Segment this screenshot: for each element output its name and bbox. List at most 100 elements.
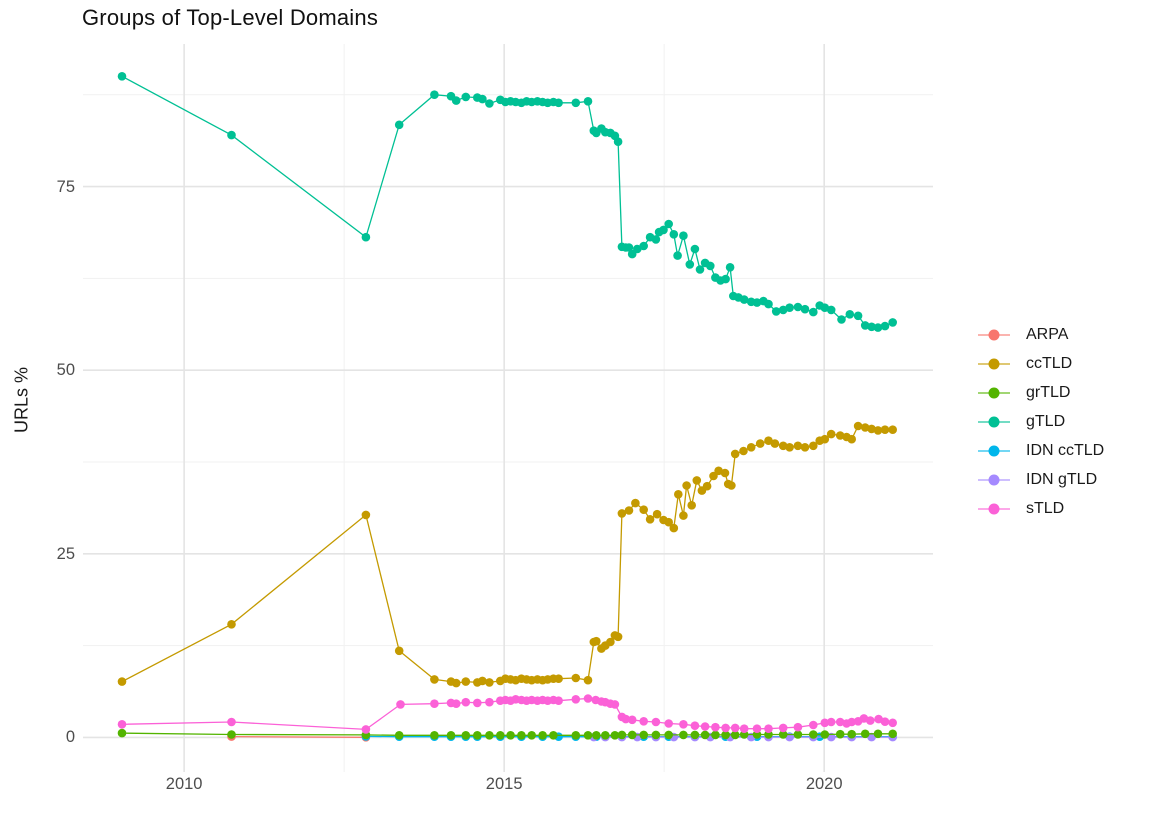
y-tick-label: 50	[56, 361, 75, 380]
data-point	[394, 731, 404, 740]
data-point	[867, 322, 876, 332]
data-point	[800, 304, 810, 314]
data-point	[624, 506, 634, 515]
data-point	[583, 97, 593, 106]
data-point	[721, 274, 730, 284]
data-point	[613, 632, 623, 642]
data-point	[610, 731, 620, 740]
data-point	[674, 490, 683, 499]
data-point	[687, 501, 696, 510]
data-point	[679, 720, 688, 729]
data-point	[624, 243, 634, 252]
data-point	[739, 446, 748, 456]
data-point	[451, 699, 461, 708]
data-point	[700, 730, 710, 740]
data-point	[227, 717, 236, 727]
legend-item-cctld: ccTLD	[978, 349, 1104, 378]
data-point	[583, 731, 593, 740]
legend-item-grtld: grTLD	[978, 378, 1104, 407]
data-point	[227, 620, 236, 629]
data-point	[639, 717, 648, 726]
data-point	[461, 697, 471, 707]
legend-label: ARPA	[1026, 325, 1069, 343]
y-tick-label: 75	[56, 177, 75, 196]
data-point	[651, 235, 661, 244]
data-point	[473, 731, 482, 740]
data-point	[538, 731, 547, 740]
legend-label: IDN gTLD	[1026, 470, 1098, 488]
series-stld	[117, 694, 897, 734]
legend-item-idn-cctld: IDN ccTLD	[978, 436, 1104, 465]
data-point	[888, 718, 897, 728]
data-point	[592, 636, 601, 646]
data-point	[880, 321, 890, 331]
data-point	[117, 728, 127, 738]
data-point	[690, 721, 700, 730]
data-point	[496, 731, 505, 740]
series-line-gtld	[121, 75, 893, 329]
data-point	[461, 731, 471, 740]
data-point	[227, 130, 236, 140]
data-point	[592, 731, 601, 740]
legend-swatch-icon	[978, 415, 1010, 429]
data-point	[227, 730, 236, 739]
data-point	[651, 730, 661, 740]
data-point	[485, 697, 494, 707]
y-tick-label: 0	[65, 728, 75, 747]
data-point	[617, 509, 627, 518]
x-tick-label: 2015	[485, 775, 523, 793]
data-point	[873, 426, 883, 435]
series-line-arpa	[231, 735, 366, 738]
legend-label: IDN ccTLD	[1026, 441, 1105, 459]
data-point	[685, 260, 695, 269]
legend-swatch-icon	[978, 328, 1010, 342]
data-point	[826, 305, 836, 315]
data-point	[664, 719, 673, 728]
data-point	[631, 498, 640, 508]
data-point	[117, 720, 127, 729]
data-point	[826, 717, 836, 727]
data-point	[752, 724, 762, 733]
data-point	[809, 307, 818, 317]
data-point	[888, 729, 897, 739]
x-tick-label: 2010	[165, 775, 203, 793]
data-point	[706, 261, 715, 271]
data-point	[664, 219, 673, 229]
data-point	[867, 732, 876, 742]
data-point	[613, 137, 623, 146]
data-point	[361, 725, 371, 734]
data-point	[785, 443, 794, 452]
data-point	[711, 722, 720, 732]
data-point	[711, 730, 720, 740]
data-point	[800, 443, 810, 452]
data-point	[639, 241, 648, 251]
data-point	[702, 481, 712, 491]
data-point	[866, 716, 875, 725]
data-point	[720, 468, 730, 478]
data-point	[478, 94, 487, 104]
data-point	[645, 515, 655, 524]
data-point	[651, 717, 661, 727]
data-point	[583, 675, 593, 685]
data-point	[621, 714, 631, 724]
data-point	[664, 730, 673, 740]
data-point	[446, 731, 456, 740]
data-point	[873, 729, 883, 739]
data-point	[627, 715, 637, 725]
data-point	[478, 676, 487, 686]
data-point	[820, 718, 830, 728]
data-point	[730, 730, 740, 740]
data-point	[692, 476, 702, 485]
data-point	[361, 510, 371, 520]
data-point	[809, 720, 818, 730]
legend-label: grTLD	[1026, 383, 1071, 401]
data-point	[880, 717, 890, 726]
data-point	[549, 731, 558, 740]
data-point	[394, 120, 404, 130]
data-point	[730, 723, 740, 733]
legend-swatch-icon	[978, 386, 1010, 400]
data-point	[652, 509, 662, 519]
chart-title: Groups of Top-Level Domains	[82, 5, 379, 30]
data-point	[770, 439, 780, 448]
